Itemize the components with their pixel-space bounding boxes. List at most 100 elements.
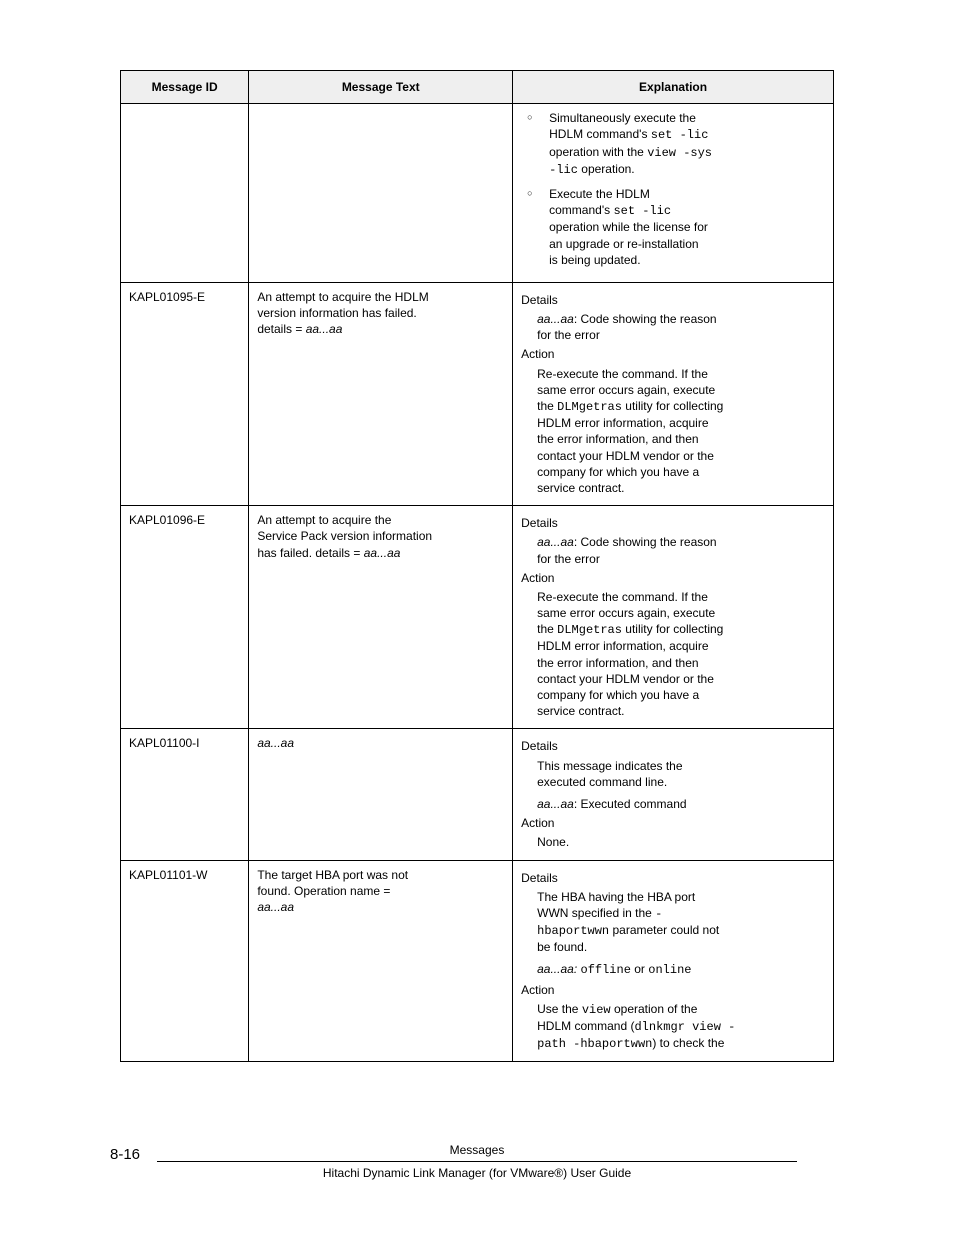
msg-text-cell: An attempt to acquire the Service Pack v… — [249, 506, 513, 729]
action-body: Use the view operation of the HDLM comma… — [521, 1001, 825, 1053]
text: or — [631, 962, 648, 976]
footer-guide-title: Hitachi Dynamic Link Manager (for VMware… — [0, 1166, 954, 1180]
text: HDLM command ( — [537, 1019, 634, 1033]
action-header: Action — [521, 570, 825, 586]
table-header-row: Message ID Message Text Explanation — [121, 71, 834, 104]
msg-text-cell: An attempt to acquire the HDLM version i… — [249, 282, 513, 505]
msg-text-cell — [249, 104, 513, 283]
details-body: aa...aa: Code showing the reason for the… — [521, 534, 825, 566]
action-body: Re-execute the command. If the same erro… — [521, 589, 825, 720]
table-row: Simultaneously execute the HDLM command'… — [121, 104, 834, 283]
text: same error occurs again, execute — [537, 606, 715, 620]
msg-id-cell: KAPL01100-I — [121, 729, 249, 860]
msg-id-cell: KAPL01101-W — [121, 860, 249, 1062]
text: HDLM command's — [549, 127, 651, 141]
msg-id-cell: KAPL01095-E — [121, 282, 249, 505]
text: the — [537, 399, 557, 413]
bullet-item: Execute the HDLM command's set -lic oper… — [549, 186, 825, 268]
text: company for which you have a — [537, 465, 699, 479]
details-body: aa...aa: Code showing the reason for the… — [521, 311, 825, 343]
action-body: Re-execute the command. If the same erro… — [521, 366, 825, 497]
footer-section-title: Messages — [0, 1143, 954, 1157]
code: offline — [581, 963, 631, 977]
code: set -lic — [613, 204, 671, 218]
text: The HBA having the HBA port — [537, 890, 695, 904]
text: An attempt to acquire the HDLM — [257, 290, 428, 304]
text: is being updated. — [549, 253, 640, 267]
text: service contract. — [537, 704, 624, 718]
text: executed command line. — [537, 775, 667, 789]
text: be found. — [537, 940, 587, 954]
text: contact your HDLM vendor or the — [537, 672, 714, 686]
code: DLMgetras — [557, 400, 622, 414]
code: online — [648, 963, 691, 977]
text: for the error — [537, 552, 600, 566]
text: the error information, and then — [537, 432, 698, 446]
bullet-item: Simultaneously execute the HDLM command'… — [549, 110, 825, 178]
text: : Code showing the reason — [574, 312, 717, 326]
code: dlnkmgr view - — [634, 1020, 735, 1034]
text: HDLM error information, acquire — [537, 416, 708, 430]
details-header: Details — [521, 292, 825, 308]
action-header: Action — [521, 982, 825, 998]
text: Execute the HDLM — [549, 187, 650, 201]
code: view — [582, 1003, 611, 1017]
bullet-list: Simultaneously execute the HDLM command'… — [521, 110, 825, 268]
text: same error occurs again, execute — [537, 383, 715, 397]
text: company for which you have a — [537, 688, 699, 702]
text: : — [574, 962, 581, 976]
text: contact your HDLM vendor or the — [537, 449, 714, 463]
text: ) to check the — [652, 1036, 724, 1050]
details-header: Details — [521, 870, 825, 886]
code: DLMgetras — [557, 623, 622, 637]
action-header: Action — [521, 815, 825, 831]
text: operation. — [578, 162, 635, 176]
code: view -sys — [647, 146, 712, 160]
text: : Code showing the reason — [574, 535, 717, 549]
text: operation with the — [549, 145, 647, 159]
text: the — [537, 622, 557, 636]
footer-divider — [157, 1161, 797, 1162]
text: Simultaneously execute the — [549, 111, 696, 125]
placeholder: aa...aa — [257, 736, 294, 750]
text: an upgrade or re-installation — [549, 237, 698, 251]
table-row: KAPL01096-E An attempt to acquire the Se… — [121, 506, 834, 729]
text: An attempt to acquire the — [257, 513, 391, 527]
page-footer: Messages Hitachi Dynamic Link Manager (f… — [0, 1143, 954, 1180]
text: WWN specified in the — [537, 906, 655, 920]
details-header: Details — [521, 738, 825, 754]
action-header: Action — [521, 346, 825, 362]
col-header-id: Message ID — [121, 71, 249, 104]
placeholder: aa...aa — [537, 535, 574, 549]
code: -lic — [549, 163, 578, 177]
table-row: KAPL01101-W The target HBA port was not … — [121, 860, 834, 1062]
text: for the error — [537, 328, 600, 342]
messages-table: Message ID Message Text Explanation Simu… — [120, 70, 834, 1062]
table-row: KAPL01100-I aa...aa Details This message… — [121, 729, 834, 860]
col-header-explanation: Explanation — [513, 71, 834, 104]
text: details = — [257, 322, 305, 336]
text: This message indicates the — [537, 759, 682, 773]
msg-id-cell — [121, 104, 249, 283]
placeholder: aa...aa — [537, 797, 574, 811]
details-body: The HBA having the HBA port WWN specifie… — [521, 889, 825, 979]
msg-id-cell: KAPL01096-E — [121, 506, 249, 729]
text: operation while the license for — [549, 220, 708, 234]
msg-explanation-cell: Details aa...aa: Code showing the reason… — [513, 506, 834, 729]
msg-text-cell: aa...aa — [249, 729, 513, 860]
text: operation of the — [611, 1002, 698, 1016]
placeholder: aa...aa — [364, 546, 401, 560]
code: hbaportwwn — [537, 924, 609, 938]
msg-explanation-cell: Details This message indicates the execu… — [513, 729, 834, 860]
text: None. — [537, 835, 569, 849]
text: found. Operation name = — [257, 884, 390, 898]
text: version information has failed. — [257, 306, 416, 320]
text: utility for collecting — [622, 622, 723, 636]
code: - — [655, 907, 662, 921]
text: has failed. details = — [257, 546, 363, 560]
placeholder: aa...aa — [257, 900, 294, 914]
text: parameter could not — [609, 923, 719, 937]
text: Re-execute the command. If the — [537, 590, 708, 604]
details-header: Details — [521, 515, 825, 531]
text: utility for collecting — [622, 399, 723, 413]
